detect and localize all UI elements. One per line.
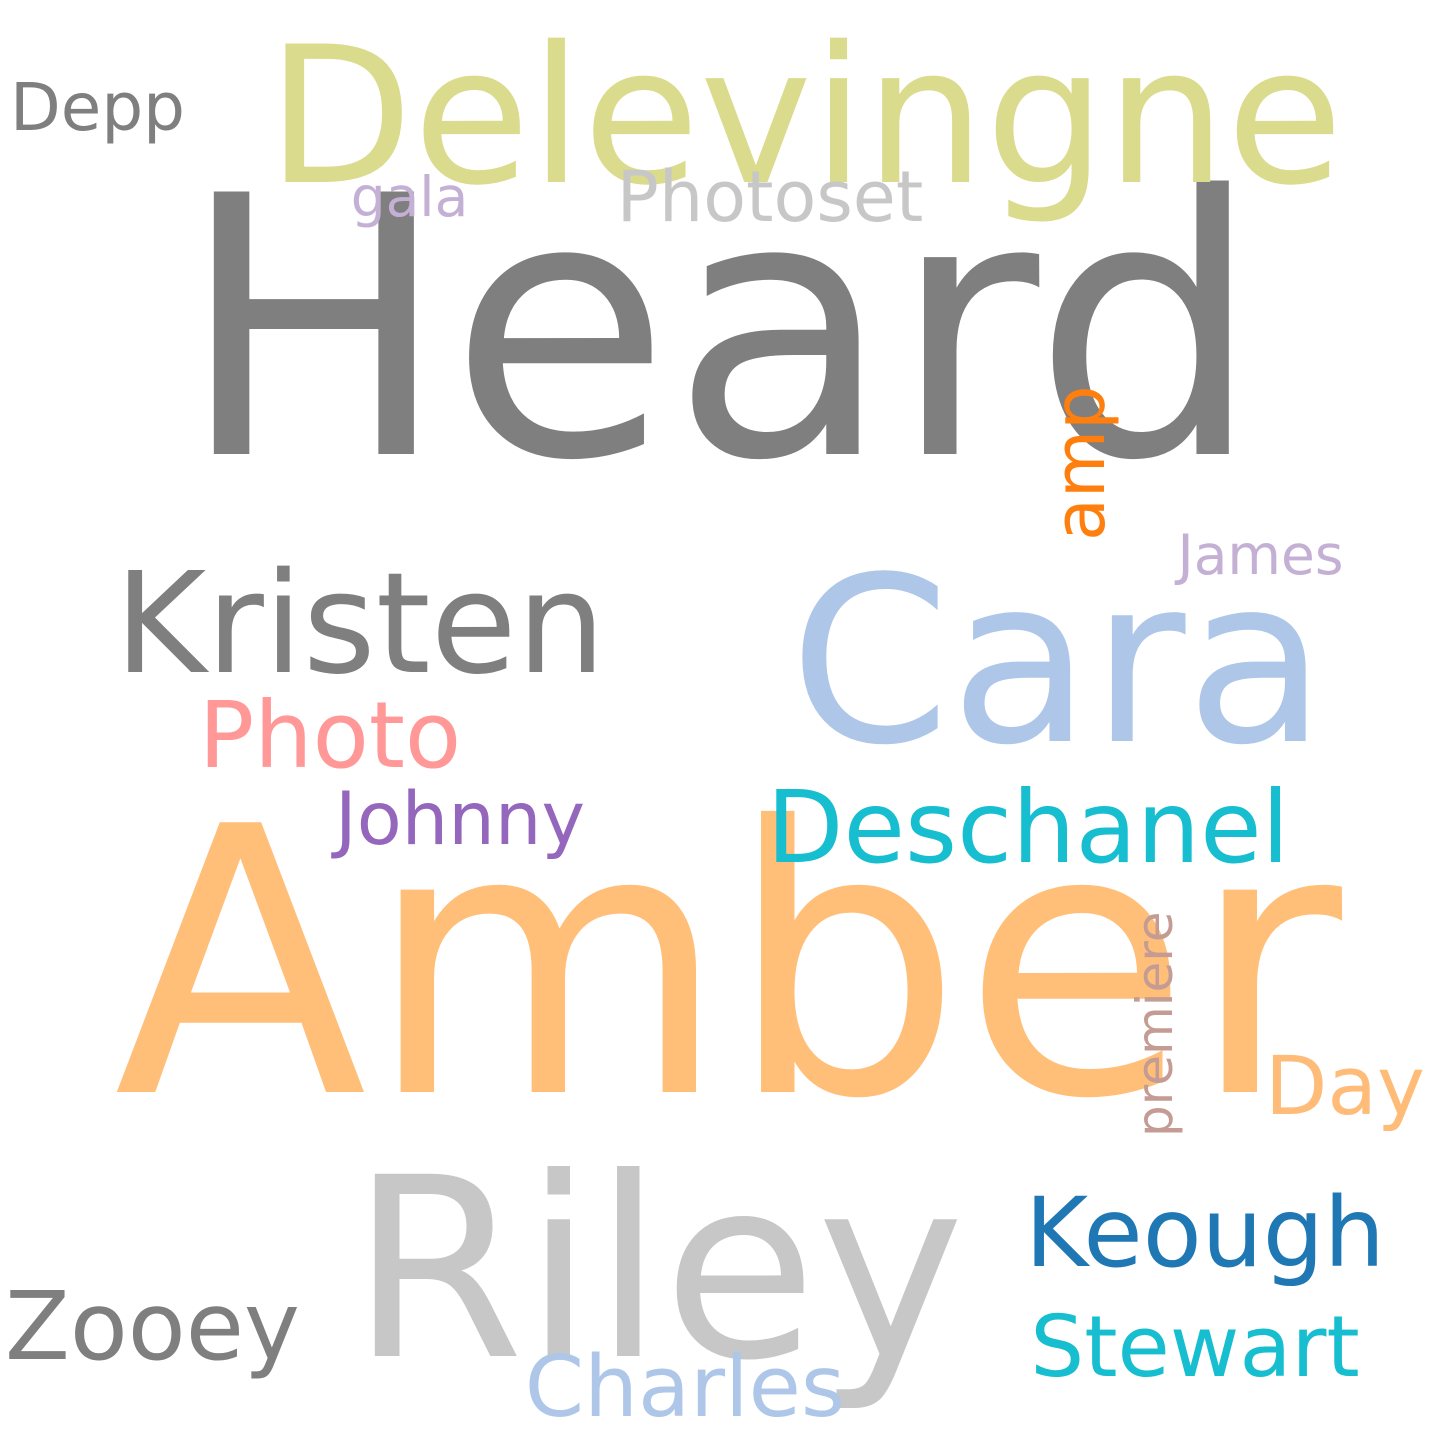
word-stewart: Stewart	[1030, 1298, 1360, 1397]
word-zooey: Zooey	[5, 1271, 300, 1382]
word-depp: Depp	[10, 69, 185, 147]
word-kristen: Kristen	[114, 543, 606, 706]
word-cara: Cara	[789, 529, 1327, 796]
word-johnny: Johnny	[335, 776, 585, 862]
word-gala: gala	[350, 165, 469, 229]
word-photoset: Photoset	[616, 156, 924, 238]
word-premiere: premiere	[1126, 911, 1184, 1138]
word-charles: Charles	[524, 1338, 846, 1437]
word-amp: amp	[1039, 385, 1121, 541]
word-amber: Amber	[113, 750, 1343, 1180]
word-photo: Photo	[198, 682, 462, 789]
word-james: James	[1177, 523, 1344, 587]
word-keough: Keough	[1025, 1176, 1385, 1289]
word-heard: Heard	[178, 120, 1262, 539]
word-riley: Riley	[350, 1124, 965, 1415]
word-deschanel: Deschanel	[766, 769, 1290, 886]
word-delevingne: Delevingne	[266, 6, 1344, 227]
word-day: Day	[1265, 1039, 1425, 1134]
